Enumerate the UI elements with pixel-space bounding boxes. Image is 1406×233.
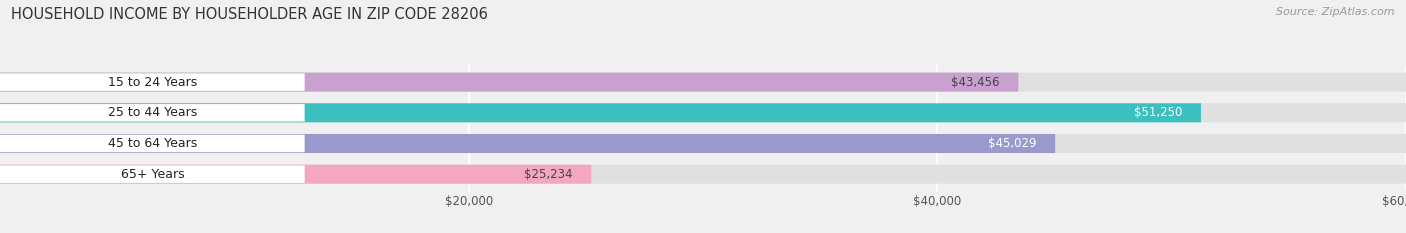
FancyBboxPatch shape <box>0 165 305 183</box>
Text: 65+ Years: 65+ Years <box>121 168 184 181</box>
FancyBboxPatch shape <box>0 104 305 122</box>
Text: HOUSEHOLD INCOME BY HOUSEHOLDER AGE IN ZIP CODE 28206: HOUSEHOLD INCOME BY HOUSEHOLDER AGE IN Z… <box>11 7 488 22</box>
Text: $51,250: $51,250 <box>1133 106 1182 119</box>
Text: 25 to 44 Years: 25 to 44 Years <box>108 106 197 119</box>
Text: 15 to 24 Years: 15 to 24 Years <box>108 76 197 89</box>
FancyBboxPatch shape <box>0 73 1406 92</box>
Text: $25,234: $25,234 <box>524 168 572 181</box>
FancyBboxPatch shape <box>0 73 1018 92</box>
FancyBboxPatch shape <box>0 73 305 91</box>
Text: $43,456: $43,456 <box>950 76 1000 89</box>
FancyBboxPatch shape <box>0 103 1406 122</box>
FancyBboxPatch shape <box>0 134 1054 153</box>
Text: Source: ZipAtlas.com: Source: ZipAtlas.com <box>1277 7 1395 17</box>
FancyBboxPatch shape <box>0 135 305 152</box>
FancyBboxPatch shape <box>0 103 1201 122</box>
Text: 45 to 64 Years: 45 to 64 Years <box>108 137 197 150</box>
FancyBboxPatch shape <box>0 165 592 184</box>
FancyBboxPatch shape <box>0 165 1406 184</box>
FancyBboxPatch shape <box>0 134 1406 153</box>
Text: $45,029: $45,029 <box>988 137 1036 150</box>
